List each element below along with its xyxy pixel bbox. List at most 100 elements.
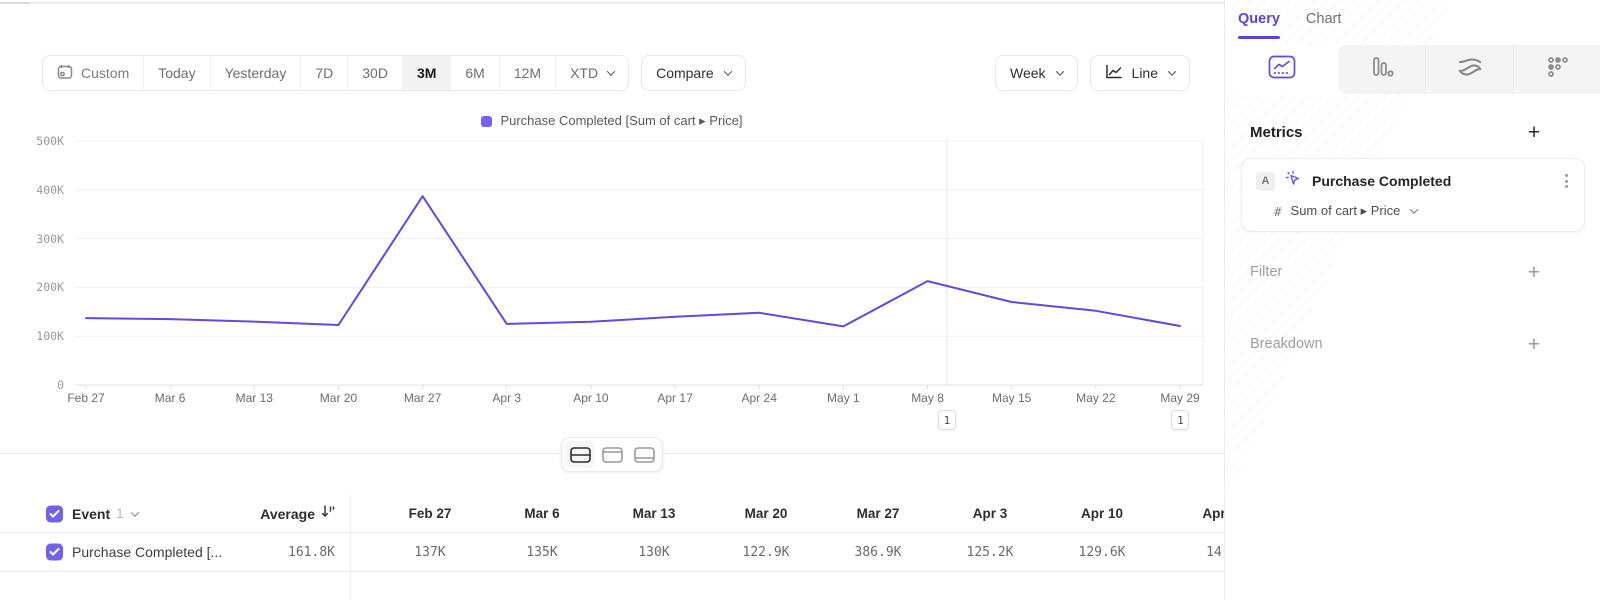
chart-type-gray-group xyxy=(1338,45,1600,94)
metric-card[interactable]: A Purchase Completed # Sum of cart ▸ Pri… xyxy=(1241,158,1585,232)
y-axis-label: 200K xyxy=(36,280,64,295)
toolbar: Custom Today Yesterday 7D 30D 3M 6M 12M … xyxy=(42,55,1190,91)
chevron-down-icon xyxy=(1167,67,1177,76)
x-axis-label: Apr 17 xyxy=(657,391,693,405)
table-only-view-button[interactable] xyxy=(629,441,659,468)
range-3m-active[interactable]: 3M xyxy=(401,56,451,90)
range-6m[interactable]: 6M xyxy=(450,56,498,90)
metric-property-dropdown[interactable]: # Sum of cart ▸ Price xyxy=(1274,201,1419,221)
column-header: Mar 27 xyxy=(856,506,900,521)
cell-value: 386.9K xyxy=(854,544,902,560)
view-toggle xyxy=(561,437,663,472)
chart-type-flow[interactable] xyxy=(1425,45,1513,94)
flow-chart-icon xyxy=(1457,57,1483,82)
event-dropdown[interactable]: Event 1 xyxy=(72,495,139,532)
cell-value: 135K xyxy=(526,544,558,560)
x-axis-label: Apr 10 xyxy=(573,391,609,405)
date-range-group: Custom Today Yesterday 7D 30D 3M 6M 12M … xyxy=(42,55,630,91)
y-axis: 0 100K 200K 300K 400K 500K xyxy=(0,134,68,392)
x-axis-label: May 22 xyxy=(1076,391,1116,405)
chart-type-line-active[interactable] xyxy=(1225,45,1338,94)
line-chart-icon xyxy=(1268,55,1296,84)
range-xtd[interactable]: XTD xyxy=(555,56,628,90)
annotation-badge[interactable]: 1 xyxy=(1171,410,1190,430)
range-12m[interactable]: 12M xyxy=(498,56,555,90)
select-all-checkbox[interactable] xyxy=(46,505,63,522)
table-header-row: Event 1 Average Feb 27 Mar 6 Mar 13 Mar … xyxy=(0,495,1224,532)
add-filter-button[interactable]: + xyxy=(1527,260,1541,284)
y-axis-label: 300K xyxy=(36,231,64,246)
line-chart[interactable] xyxy=(75,140,1204,389)
chart-only-view-button[interactable] xyxy=(597,441,627,468)
event-count: 1 xyxy=(116,506,124,521)
column-header: Mar 6 xyxy=(524,506,560,521)
sort-icon xyxy=(321,504,335,523)
x-axis-label: May 29 xyxy=(1160,391,1200,405)
query-panel: Query Chart xyxy=(1224,0,1600,600)
x-axis-label: May 8 xyxy=(911,391,944,405)
cell-value: 14 xyxy=(1206,544,1222,560)
range-yesterday[interactable]: Yesterday xyxy=(209,56,301,90)
number-property-icon: # xyxy=(1274,203,1282,219)
breakdown-heading: Breakdown xyxy=(1250,336,1323,352)
compare-button[interactable]: Compare xyxy=(641,55,746,91)
row-checkbox[interactable] xyxy=(46,543,63,561)
x-axis: Feb 27 Mar 6 Mar 13 Mar 20 Mar 27 Apr 3 Apr 10… xyxy=(67,391,1203,407)
chevron-down-icon xyxy=(606,67,616,76)
legend-swatch xyxy=(481,115,493,127)
kebab-menu-icon[interactable] xyxy=(1561,170,1572,192)
range-7d[interactable]: 7D xyxy=(300,56,347,90)
split-view-button[interactable] xyxy=(565,441,595,468)
y-axis-label: 100K xyxy=(36,329,64,344)
range-custom[interactable]: Custom xyxy=(43,56,143,90)
chart-type-bar[interactable] xyxy=(1338,45,1425,94)
y-axis-label: 0 xyxy=(57,378,64,392)
report-main-area: Custom Today Yesterday 7D 30D 3M 6M 12M … xyxy=(0,55,1224,600)
series-name: Purchase Completed [... xyxy=(72,544,223,560)
grid-dots-icon xyxy=(1547,56,1569,83)
add-metric-button[interactable]: + xyxy=(1527,120,1541,144)
table-row[interactable]: Purchase Completed [... 161.8K 137K 135K… xyxy=(0,532,1224,572)
chart-legend: Purchase Completed [Sum of cart ▸ Price] xyxy=(0,113,1224,129)
panel-tabs: Query Chart xyxy=(1238,11,1341,39)
chevron-down-icon xyxy=(130,507,139,517)
cell-value: 130K xyxy=(638,544,670,560)
average-sort-header[interactable]: Average xyxy=(170,495,335,532)
chevron-down-icon xyxy=(1410,205,1419,214)
cell-value: 137K xyxy=(414,544,446,560)
line-chart-icon xyxy=(1105,64,1123,82)
chart-svg xyxy=(75,140,1204,389)
column-header: Apr 10 xyxy=(1080,506,1124,521)
granularity-dropdown[interactable]: Week xyxy=(994,55,1078,91)
chevron-down-icon xyxy=(1055,67,1064,76)
range-today[interactable]: Today xyxy=(143,56,209,90)
average-value: 161.8K xyxy=(288,544,335,560)
filter-heading: Filter xyxy=(1250,264,1283,280)
range-30d[interactable]: 30D xyxy=(347,56,402,90)
cell-value: 122.9K xyxy=(742,544,790,560)
metric-name: Purchase Completed xyxy=(1312,173,1452,189)
x-axis-label: Mar 27 xyxy=(403,391,442,405)
cell-value: 129.6K xyxy=(1078,544,1126,560)
top-hairline xyxy=(0,2,1600,4)
column-header: Mar 13 xyxy=(632,506,676,521)
table-column-divider xyxy=(350,495,351,600)
magic-cursor-icon xyxy=(1285,170,1302,192)
chart-type-grid[interactable] xyxy=(1513,45,1600,94)
add-breakdown-button[interactable]: + xyxy=(1527,332,1541,356)
x-axis-label: Mar 6 xyxy=(154,391,186,405)
chart-type-dropdown[interactable]: Line xyxy=(1089,55,1190,91)
tab-chart[interactable]: Chart xyxy=(1305,11,1342,27)
x-axis-label: Apr 3 xyxy=(492,391,522,405)
x-axis-label: Apr 24 xyxy=(741,391,777,405)
legend-label: Purchase Completed [Sum of cart ▸ Price] xyxy=(500,113,743,128)
y-axis-label: 400K xyxy=(36,182,64,197)
results-table: Event 1 Average Feb 27 Mar 6 Mar 13 Mar … xyxy=(0,495,1224,572)
chevron-down-icon xyxy=(723,67,732,76)
annotation-badge[interactable]: 1 xyxy=(937,410,956,430)
column-header: Feb 27 xyxy=(408,506,452,521)
tab-query[interactable]: Query xyxy=(1238,11,1280,39)
x-axis-label: Mar 13 xyxy=(235,391,273,405)
cell-value: 125.2K xyxy=(966,544,1014,560)
